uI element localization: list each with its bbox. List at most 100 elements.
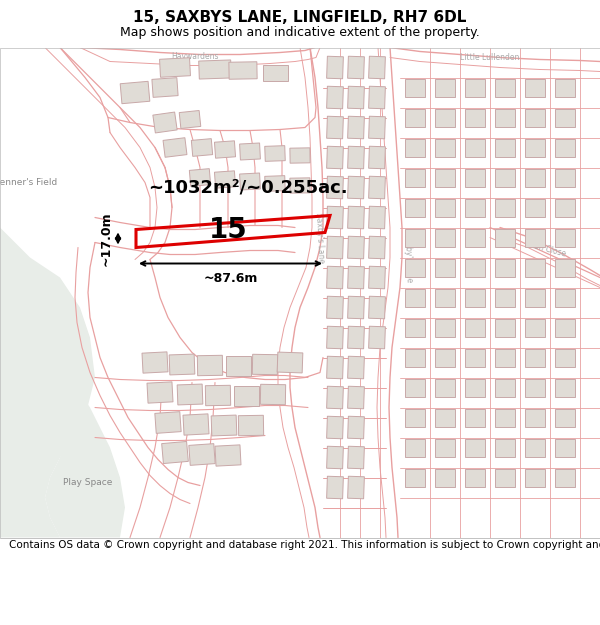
Polygon shape — [555, 199, 575, 216]
Polygon shape — [465, 199, 485, 216]
Polygon shape — [465, 349, 485, 366]
Polygon shape — [347, 356, 364, 379]
Polygon shape — [405, 289, 425, 306]
Polygon shape — [465, 439, 485, 456]
Polygon shape — [163, 138, 187, 158]
Polygon shape — [347, 266, 364, 289]
Polygon shape — [465, 79, 485, 96]
Polygon shape — [435, 409, 455, 426]
Polygon shape — [435, 109, 455, 126]
Text: ~87.6m: ~87.6m — [203, 271, 257, 284]
Polygon shape — [495, 349, 515, 366]
Polygon shape — [211, 415, 237, 436]
Polygon shape — [495, 79, 515, 96]
Polygon shape — [253, 354, 278, 375]
Polygon shape — [142, 352, 168, 373]
Polygon shape — [326, 146, 343, 169]
Polygon shape — [435, 379, 455, 396]
Polygon shape — [525, 199, 545, 216]
Polygon shape — [525, 319, 545, 336]
Polygon shape — [525, 349, 545, 366]
Polygon shape — [525, 169, 545, 186]
Polygon shape — [495, 439, 515, 456]
Polygon shape — [435, 349, 455, 366]
Polygon shape — [435, 79, 455, 96]
Polygon shape — [525, 259, 545, 276]
Polygon shape — [368, 86, 385, 109]
Polygon shape — [347, 296, 364, 319]
Polygon shape — [277, 352, 303, 373]
Polygon shape — [368, 296, 385, 319]
Polygon shape — [326, 206, 343, 229]
Polygon shape — [205, 385, 230, 406]
Polygon shape — [368, 326, 385, 349]
Polygon shape — [555, 379, 575, 396]
Polygon shape — [368, 236, 385, 259]
Polygon shape — [215, 445, 241, 466]
Polygon shape — [153, 112, 177, 133]
Polygon shape — [405, 229, 425, 246]
Polygon shape — [495, 259, 515, 276]
Polygon shape — [347, 386, 364, 409]
Polygon shape — [347, 86, 364, 109]
Polygon shape — [465, 169, 485, 186]
Polygon shape — [405, 439, 425, 456]
Polygon shape — [465, 289, 485, 306]
Polygon shape — [326, 86, 343, 109]
Text: Jenner's Field: Jenner's Field — [0, 178, 58, 187]
Polygon shape — [555, 79, 575, 96]
Polygon shape — [465, 109, 485, 126]
Polygon shape — [368, 176, 385, 199]
Polygon shape — [495, 199, 515, 216]
Polygon shape — [495, 169, 515, 186]
Polygon shape — [465, 139, 485, 156]
Polygon shape — [435, 259, 455, 276]
Polygon shape — [326, 326, 343, 349]
Polygon shape — [226, 356, 251, 376]
Polygon shape — [405, 199, 425, 216]
Polygon shape — [368, 266, 385, 289]
Polygon shape — [347, 56, 364, 79]
Polygon shape — [347, 446, 364, 469]
Text: Map shows position and indicative extent of the property.: Map shows position and indicative extent… — [120, 26, 480, 39]
Polygon shape — [465, 229, 485, 246]
Polygon shape — [435, 169, 455, 186]
Polygon shape — [495, 319, 515, 336]
Polygon shape — [495, 379, 515, 396]
Polygon shape — [265, 176, 285, 191]
Polygon shape — [555, 469, 575, 486]
Polygon shape — [495, 409, 515, 426]
Polygon shape — [435, 319, 455, 336]
Polygon shape — [525, 379, 545, 396]
Polygon shape — [183, 414, 209, 435]
Polygon shape — [435, 139, 455, 156]
Polygon shape — [45, 392, 125, 538]
Polygon shape — [495, 109, 515, 126]
Text: 15: 15 — [209, 216, 247, 244]
Polygon shape — [214, 141, 236, 158]
Polygon shape — [465, 319, 485, 336]
Polygon shape — [495, 289, 515, 306]
Polygon shape — [347, 236, 364, 259]
Polygon shape — [405, 379, 425, 396]
Polygon shape — [326, 296, 343, 319]
Polygon shape — [177, 384, 203, 405]
Polygon shape — [405, 139, 425, 156]
Polygon shape — [161, 441, 188, 464]
Polygon shape — [435, 289, 455, 306]
Text: 15, SAXBYS LANE, LINGFIELD, RH7 6DL: 15, SAXBYS LANE, LINGFIELD, RH7 6DL — [133, 9, 467, 24]
Polygon shape — [155, 412, 181, 433]
Polygon shape — [368, 56, 385, 79]
Polygon shape — [525, 289, 545, 306]
Polygon shape — [179, 111, 201, 129]
Polygon shape — [239, 173, 260, 190]
Polygon shape — [120, 81, 150, 104]
Polygon shape — [0, 48, 95, 538]
Polygon shape — [405, 469, 425, 486]
Polygon shape — [525, 409, 545, 426]
Polygon shape — [229, 62, 257, 79]
Polygon shape — [347, 476, 364, 499]
Polygon shape — [495, 469, 515, 486]
Polygon shape — [260, 384, 286, 405]
Polygon shape — [290, 148, 310, 163]
